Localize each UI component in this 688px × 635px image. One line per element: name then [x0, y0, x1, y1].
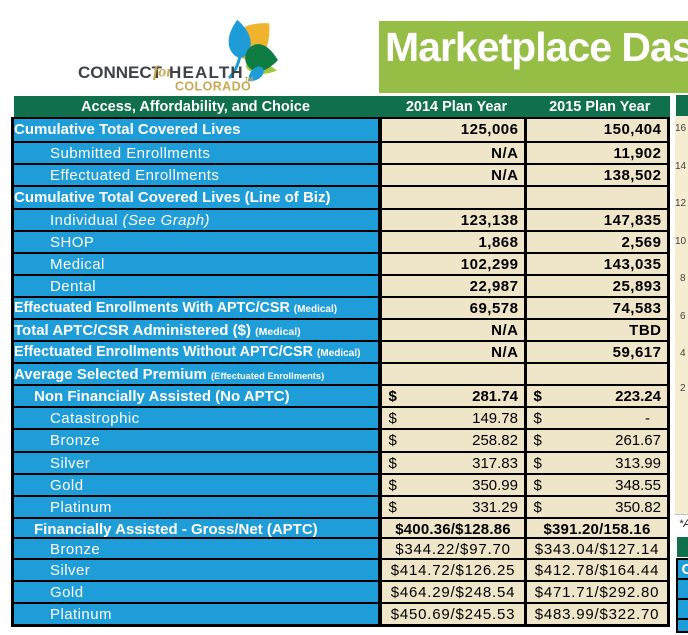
svg-text:COLORADO: COLORADO: [175, 80, 251, 94]
svg-text:for: for: [153, 64, 173, 81]
svg-text:TM: TM: [245, 78, 254, 84]
svg-text:HEALTH: HEALTH: [169, 63, 244, 82]
svg-text:CONNECT: CONNECT: [78, 63, 163, 82]
